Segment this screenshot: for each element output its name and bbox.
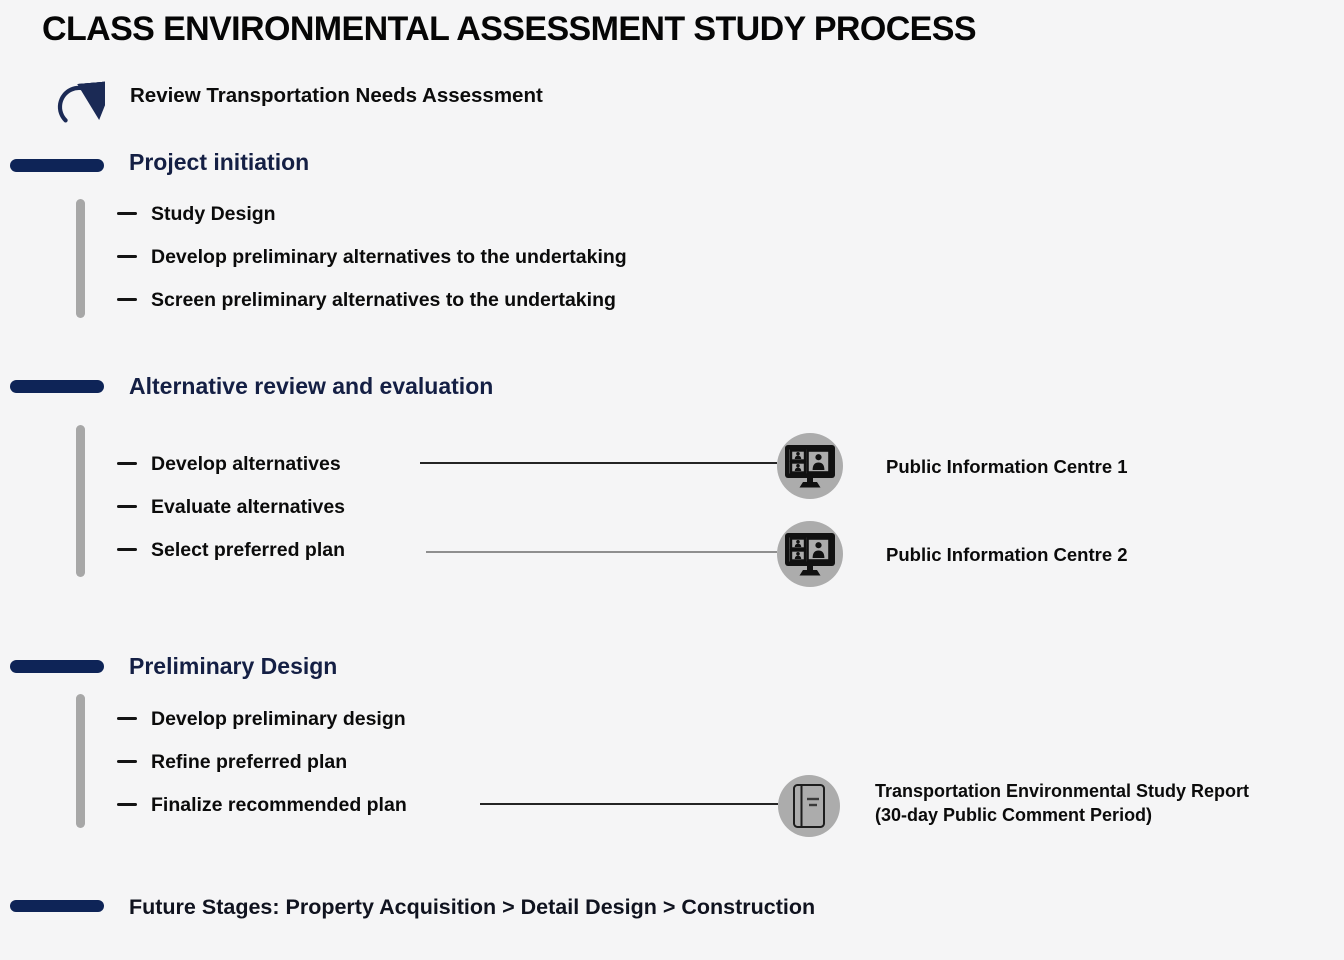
- item-label: Study Design: [151, 203, 276, 225]
- stage-marker-bar: [10, 900, 104, 912]
- page-title: CLASS ENVIRONMENTAL ASSESSMENT STUDY PRO…: [42, 10, 977, 48]
- icon-circle: [778, 775, 840, 837]
- item-dash: [117, 212, 137, 215]
- item-label: Develop preliminary alternatives to the …: [151, 246, 627, 268]
- item-dash: [117, 717, 137, 720]
- callout-line-2: (30-day Public Comment Period): [875, 805, 1153, 825]
- stage-heading-preliminary-design: Preliminary Design: [129, 653, 338, 679]
- stage-heading-project-initiation: Project initiation: [129, 149, 310, 175]
- item-dash: [117, 255, 137, 258]
- item-dash: [117, 298, 137, 301]
- stage-items-bar: [76, 425, 85, 577]
- stage-marker-bar: [10, 660, 104, 673]
- callout-label-pic2: Public Information Centre 2: [886, 544, 1128, 565]
- stage-heading-alternative-review: Alternative review and evaluation: [129, 373, 494, 399]
- redo-curved-arrow-icon: [57, 80, 105, 123]
- virtual-meeting-icon: [785, 533, 835, 576]
- icon-circle: [777, 433, 843, 499]
- connector-line: [420, 462, 777, 464]
- stage-heading-future-stages: Future Stages: Property Acquisition > De…: [129, 895, 816, 919]
- stage-marker-bar: [10, 159, 104, 172]
- item-label: Screen preliminary alternatives to the u…: [151, 289, 616, 311]
- item-dash: [117, 760, 137, 763]
- item-label: Develop alternatives: [151, 453, 341, 475]
- callout-label-tesr: Transportation Environmental Study Repor…: [875, 779, 1249, 827]
- callout-label-pic1: Public Information Centre 1: [886, 456, 1128, 477]
- report-icon: [793, 784, 825, 828]
- intro-label: Review Transportation Needs Assessment: [130, 84, 543, 107]
- item-label: Evaluate alternatives: [151, 496, 346, 518]
- item-dash: [117, 505, 137, 508]
- icon-circle: [777, 521, 843, 587]
- item-label: Develop preliminary design: [151, 708, 406, 730]
- virtual-meeting-icon: [785, 445, 835, 488]
- item-label: Refine preferred plan: [151, 751, 348, 773]
- item-label: Finalize recommended plan: [151, 794, 407, 816]
- item-dash: [117, 462, 137, 465]
- stage-items-bar: [76, 694, 85, 828]
- connector-line: [480, 803, 778, 805]
- connector-line: [426, 551, 777, 553]
- callout-line-1: Transportation Environmental Study Repor…: [875, 781, 1250, 801]
- stage-marker-bar: [10, 380, 104, 393]
- item-label: Select preferred plan: [151, 539, 345, 561]
- stage-items-bar: [76, 199, 85, 318]
- item-dash: [117, 803, 137, 806]
- item-dash: [117, 548, 137, 551]
